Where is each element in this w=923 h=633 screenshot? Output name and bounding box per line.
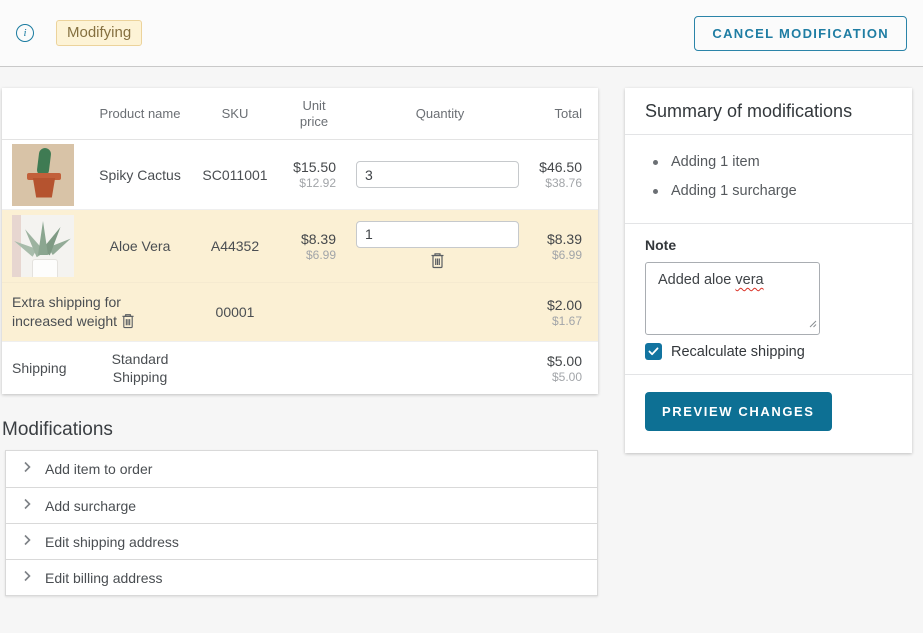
product-name: Spiky Cactus — [99, 166, 181, 183]
table-header-row: Product name SKU Unit price Quantity Tot… — [2, 88, 598, 140]
note-text: Added aloe — [658, 272, 736, 288]
note-label: Note — [645, 237, 677, 253]
row-total: $46.50 — [539, 159, 582, 175]
summary-title: Summary of modifications — [625, 88, 912, 135]
header-product-name: Product name — [99, 106, 181, 121]
accordion-item-label: Add item to order — [45, 461, 153, 477]
main-content: Product name SKU Unit price Quantity Tot… — [0, 67, 923, 596]
accordion-edit-billing-address[interactable]: Edit billing address — [6, 559, 597, 595]
surcharge-label: Extra shipping for increased weight — [12, 293, 121, 329]
order-items-table: Product name SKU Unit price Quantity Tot… — [2, 88, 598, 394]
accordion-item-label: Edit billing address — [45, 569, 163, 586]
summary-bullet: Adding 1 item — [645, 148, 892, 177]
chevron-right-icon — [22, 569, 32, 587]
unit-price: $8.39 — [300, 230, 336, 247]
trash-icon — [430, 252, 445, 272]
table-row-aloe-vera: Aloe Vera A44352 $8.39 $6.99 — [2, 210, 598, 283]
preview-changes-button[interactable]: PREVIEW CHANGES — [645, 392, 832, 431]
modifications-title: Modifications — [2, 419, 113, 440]
status-badge: Modifying — [56, 20, 143, 46]
header-sku: SKU — [221, 106, 249, 121]
resize-handle-icon[interactable] — [808, 316, 817, 332]
table-row-surcharge: Extra shipping for increased weight 0000… — [2, 283, 598, 341]
product-image-cactus — [12, 143, 74, 206]
header-unit-price: Unit price — [299, 97, 329, 129]
bullet-dot — [653, 160, 658, 165]
modifications-accordion: Add item to order Add surcharge Edit shi… — [5, 450, 598, 596]
row-total-secondary: $1.67 — [551, 313, 582, 328]
delete-surcharge-button[interactable] — [121, 313, 135, 332]
note-textarea[interactable]: Added aloe vera — [645, 262, 820, 335]
shipping-method: Standard Shipping — [111, 351, 169, 385]
table-row-spiky-cactus: Spiky Cactus SC011001 $15.50 $12.92 $46.… — [2, 140, 598, 210]
accordion-item-label: Add surcharge — [45, 497, 137, 514]
recalculate-shipping-label: Recalculate shipping — [671, 343, 805, 360]
row-total-secondary: $6.99 — [551, 247, 582, 262]
surcharge-sku: 00001 — [215, 304, 255, 320]
trash-icon — [121, 313, 135, 332]
checkbox-checked[interactable] — [645, 343, 662, 360]
summary-bullet-list: Adding 1 item Adding 1 surcharge — [645, 148, 892, 206]
chevron-right-icon — [22, 533, 32, 551]
accordion-item-label: Edit shipping address — [45, 533, 179, 550]
shipping-row-label: Shipping — [12, 360, 67, 376]
table-row-shipping: Shipping Standard Shipping $5.00 $5.00 — [2, 341, 598, 394]
quantity-input[interactable] — [356, 220, 519, 248]
unit-price: $15.50 — [293, 159, 336, 175]
chevron-right-icon — [22, 497, 32, 515]
recalculate-shipping-checkbox-row[interactable]: Recalculate shipping — [645, 343, 892, 360]
row-total: $8.39 — [546, 230, 582, 247]
product-image-aloe — [12, 215, 74, 277]
product-name: Aloe Vera — [109, 238, 171, 254]
cancel-modification-button[interactable]: CANCEL MODIFICATION — [694, 15, 907, 51]
header-total: Total — [554, 106, 582, 121]
quantity-input[interactable] — [356, 161, 519, 188]
left-column: Product name SKU Unit price Quantity Tot… — [2, 88, 598, 596]
bullet-dot — [653, 189, 658, 194]
row-total-secondary: $38.76 — [545, 176, 582, 190]
row-total: $5.00 — [546, 352, 582, 369]
topbar: i Modifying CANCEL MODIFICATION — [0, 0, 923, 67]
unit-price-secondary: $6.99 — [305, 247, 336, 262]
header-quantity: Quantity — [415, 106, 465, 121]
note-misspelled-word: vera — [735, 272, 764, 288]
summary-panel: Summary of modifications Adding 1 item A… — [625, 88, 912, 453]
accordion-edit-shipping-address[interactable]: Edit shipping address — [6, 523, 597, 559]
unit-price-secondary: $12.92 — [299, 176, 336, 190]
row-total-secondary: $5.00 — [551, 369, 582, 384]
product-sku: SC011001 — [202, 166, 268, 183]
row-total: $2.00 — [546, 296, 582, 313]
info-icon[interactable]: i — [16, 24, 34, 42]
product-sku: A44352 — [210, 238, 260, 254]
delete-item-button[interactable] — [430, 252, 445, 272]
accordion-add-surcharge[interactable]: Add surcharge — [6, 487, 597, 523]
summary-bullet: Adding 1 surcharge — [645, 177, 892, 206]
accordion-add-item-to-order[interactable]: Add item to order — [6, 451, 597, 487]
chevron-right-icon — [22, 460, 32, 478]
